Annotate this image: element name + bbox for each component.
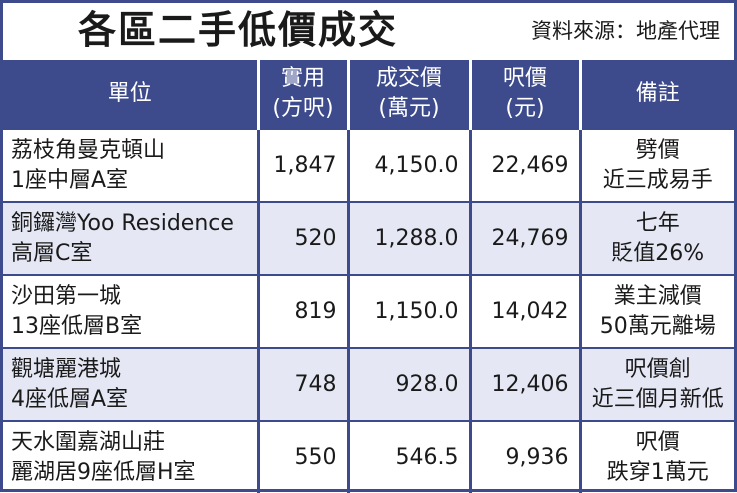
remark-cell: 業主減價 50萬元離場 (578, 274, 734, 348)
remark-line: 50萬元離場 (599, 313, 716, 339)
area-cell: 520 (256, 201, 348, 275)
unit-name: 沙田第一城 (11, 283, 122, 309)
unit-name: 銅鑼灣Yoo Residence (11, 210, 234, 236)
header-area-label: 實用 (280, 66, 325, 91)
remark-line: 業主減價 (613, 283, 702, 309)
header-area-unit: (方呎) (272, 96, 334, 121)
price-cell: 1,150.0 (346, 274, 470, 348)
table-row: 觀塘麗港城 4座低層A室 748 928.0 12,406 呎價創 近三個月新低 (3, 347, 734, 421)
area-cell: 748 (256, 347, 348, 421)
remark-cell: 劈價 近三成易手 (578, 128, 734, 202)
unit-cell: 天水圍嘉湖山莊 麗湖居9座低層H室 (3, 420, 258, 493)
remark-line: 近三成易手 (602, 167, 713, 193)
price-cell: 546.5 (346, 420, 470, 493)
unit-name: 天水圍嘉湖山莊 (11, 429, 166, 455)
header-psf-unit: (元) (505, 96, 545, 121)
remark-line: 近三個月新低 (591, 386, 724, 412)
header-row: 單位 實用 (方呎) 成交價 (萬元) 呎價 (元) 備註 (3, 60, 734, 129)
remark-cell: 七年 貶值26% (578, 201, 734, 275)
price-cell: 1,288.0 (346, 201, 470, 275)
page-title: 各區二手低價成交 (77, 8, 398, 52)
price-cell: 4,150.0 (346, 128, 470, 202)
header-remark: 備註 (578, 60, 734, 129)
unit-detail: 麗湖居9座低層H室 (11, 459, 196, 485)
unit-detail: 1座中層A室 (11, 167, 129, 193)
transactions-table: 單位 實用 (方呎) 成交價 (萬元) 呎價 (元) 備註 荔枝角曼克 (3, 60, 734, 493)
title-bar: 各區二手低價成交 資料來源：地產代理 (3, 3, 734, 60)
header-area: 實用 (方呎) (256, 60, 348, 129)
unit-cell: 銅鑼灣Yoo Residence 高層C室 (3, 201, 258, 275)
unit-cell: 荔枝角曼克頓山 1座中層A室 (3, 128, 258, 202)
psf-cell: 12,406 (468, 347, 580, 421)
psf-cell: 22,469 (468, 128, 580, 202)
table-row: 銅鑼灣Yoo Residence 高層C室 520 1,288.0 24,769… (3, 201, 734, 275)
remark-line: 呎價創 (624, 356, 691, 382)
psf-cell: 24,769 (468, 201, 580, 275)
header-price-label: 成交價 (375, 66, 442, 91)
header-psf-label: 呎價 (502, 66, 547, 91)
unit-detail: 高層C室 (11, 240, 93, 266)
unit-cell: 沙田第一城 13座低層B室 (3, 274, 258, 348)
remark-line: 貶值26% (611, 240, 705, 266)
psf-cell: 9,936 (468, 420, 580, 493)
source-credit: 資料來源：地產代理 (531, 19, 720, 43)
area-cell: 819 (256, 274, 348, 348)
remark-cell: 呎價創 近三個月新低 (578, 347, 734, 421)
remark-line: 七年 (635, 210, 680, 236)
remark-line: 跌穿1萬元 (606, 459, 709, 485)
table-row: 天水圍嘉湖山莊 麗湖居9座低層H室 550 546.5 9,936 呎價 跌穿1… (3, 420, 734, 493)
header-psf: 呎價 (元) (468, 60, 580, 129)
unit-cell: 觀塘麗港城 4座低層A室 (3, 347, 258, 421)
header-price-unit: (萬元) (378, 96, 440, 121)
remark-line: 呎價 (635, 429, 680, 455)
unit-detail: 4座低層A室 (11, 386, 129, 412)
psf-cell: 14,042 (468, 274, 580, 348)
remark-line: 劈價 (635, 137, 680, 163)
unit-name: 荔枝角曼克頓山 (11, 137, 166, 163)
table-row: 荔枝角曼克頓山 1座中層A室 1,847 4,150.0 22,469 劈價 近… (3, 128, 734, 202)
header-unit: 單位 (3, 60, 258, 129)
area-cell: 1,847 (256, 128, 348, 202)
unit-detail: 13座低層B室 (11, 313, 143, 339)
header-price: 成交價 (萬元) (346, 60, 470, 129)
remark-cell: 呎價 跌穿1萬元 (578, 420, 734, 493)
unit-name: 觀塘麗港城 (11, 356, 122, 382)
price-cell: 928.0 (346, 347, 470, 421)
table-row: 沙田第一城 13座低層B室 819 1,150.0 14,042 業主減價 50… (3, 274, 734, 348)
area-cell: 550 (256, 420, 348, 493)
